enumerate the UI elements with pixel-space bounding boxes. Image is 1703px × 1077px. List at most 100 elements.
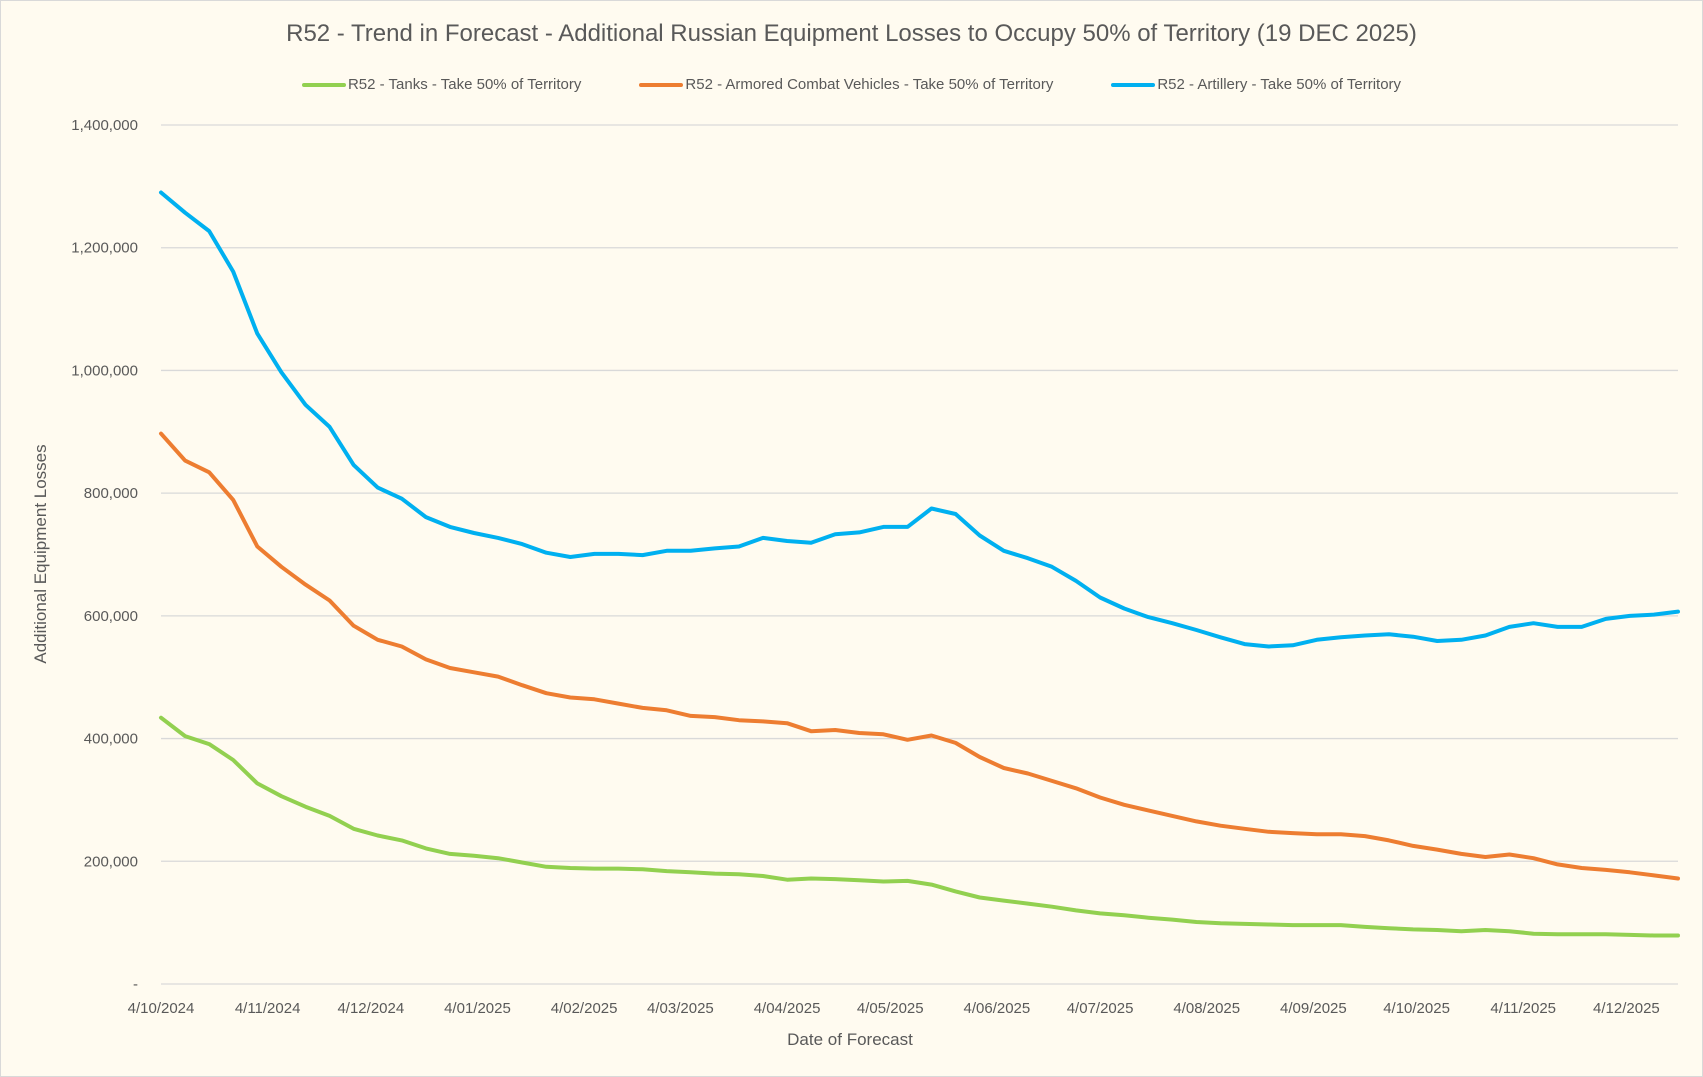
data-point bbox=[1220, 923, 1221, 924]
x-axis-title: Date of Forecast bbox=[787, 1030, 913, 1049]
data-point bbox=[1437, 849, 1438, 850]
x-tick-label: 4/02/2025 bbox=[551, 1000, 618, 1017]
acv-line bbox=[159, 431, 1680, 881]
data-point bbox=[1678, 611, 1679, 612]
data-point bbox=[1605, 934, 1606, 935]
data-point bbox=[498, 676, 499, 677]
data-point bbox=[257, 546, 258, 547]
data-point bbox=[161, 433, 162, 434]
data-point bbox=[1316, 925, 1317, 926]
data-point bbox=[1581, 868, 1582, 869]
legend-label-artillery: R52 - Artillery - Take 50% of Territory bbox=[1157, 76, 1402, 93]
data-point bbox=[377, 835, 378, 836]
data-point bbox=[931, 508, 932, 509]
data-point bbox=[161, 717, 162, 718]
data-point bbox=[762, 721, 763, 722]
data-point bbox=[1100, 913, 1101, 914]
data-point bbox=[762, 537, 763, 538]
data-point bbox=[1003, 900, 1004, 901]
data-point bbox=[281, 372, 282, 373]
x-tick-label: 4/12/2024 bbox=[337, 1000, 404, 1017]
data-point bbox=[1653, 875, 1654, 876]
data-point bbox=[1124, 915, 1125, 916]
acv-line-path bbox=[159, 431, 1680, 881]
data-point bbox=[353, 828, 354, 829]
data-point bbox=[883, 734, 884, 735]
data-point bbox=[1533, 933, 1534, 934]
data-point bbox=[1629, 934, 1630, 935]
artillery-line-path bbox=[159, 190, 1680, 649]
data-point bbox=[546, 552, 547, 553]
data-point bbox=[1268, 646, 1269, 647]
data-point bbox=[738, 720, 739, 721]
data-point bbox=[1678, 935, 1679, 936]
data-point bbox=[1653, 935, 1654, 936]
data-point bbox=[1557, 626, 1558, 627]
data-point bbox=[811, 542, 812, 543]
data-point bbox=[1196, 629, 1197, 630]
y-tick-label: 600,000 bbox=[84, 608, 138, 625]
legend-item-tanks: R52 - Tanks - Take 50% of Territory bbox=[301, 76, 581, 93]
data-point bbox=[811, 731, 812, 732]
data-point bbox=[474, 855, 475, 856]
data-point bbox=[305, 806, 306, 807]
y-tick-label: - bbox=[133, 976, 138, 993]
data-point bbox=[883, 526, 884, 527]
x-tick-label: 4/03/2025 bbox=[647, 1000, 714, 1017]
data-point bbox=[787, 723, 788, 724]
data-point bbox=[1437, 930, 1438, 931]
data-point bbox=[1220, 825, 1221, 826]
data-point bbox=[835, 534, 836, 535]
data-point bbox=[209, 472, 210, 473]
data-point bbox=[1461, 853, 1462, 854]
x-tick-label: 4/07/2025 bbox=[1067, 1000, 1134, 1017]
data-point bbox=[762, 876, 763, 877]
data-point bbox=[474, 672, 475, 673]
data-point bbox=[1100, 597, 1101, 598]
data-point bbox=[570, 697, 571, 698]
data-point bbox=[1340, 637, 1341, 638]
data-point bbox=[1605, 869, 1606, 870]
data-point bbox=[931, 884, 932, 885]
data-point bbox=[690, 550, 691, 551]
data-point bbox=[1244, 923, 1245, 924]
data-point bbox=[1124, 804, 1125, 805]
legend-swatch-artillery bbox=[1111, 82, 1156, 87]
data-point bbox=[1172, 623, 1173, 624]
data-point bbox=[883, 881, 884, 882]
legend-item-acv: R52 - Armored Combat Vehicles - Take 50%… bbox=[639, 76, 1053, 93]
legend-swatch-acv bbox=[639, 82, 684, 87]
data-point bbox=[1389, 840, 1390, 841]
data-point bbox=[955, 891, 956, 892]
data-point bbox=[955, 514, 956, 515]
legend-swatch-tanks bbox=[301, 82, 346, 87]
data-point bbox=[1605, 618, 1606, 619]
data-point bbox=[618, 553, 619, 554]
data-point bbox=[546, 693, 547, 694]
data-point bbox=[1389, 928, 1390, 929]
data-point bbox=[1196, 922, 1197, 923]
data-point bbox=[353, 625, 354, 626]
data-point bbox=[594, 868, 595, 869]
data-point bbox=[449, 668, 450, 669]
data-point bbox=[714, 717, 715, 718]
legend-label-acv: R52 - Armored Combat Vehicles - Take 50%… bbox=[685, 76, 1054, 93]
data-point bbox=[1027, 903, 1028, 904]
data-point bbox=[907, 526, 908, 527]
data-point bbox=[329, 815, 330, 816]
data-point bbox=[1244, 644, 1245, 645]
data-point bbox=[449, 526, 450, 527]
data-point bbox=[1581, 934, 1582, 935]
data-point bbox=[329, 426, 330, 427]
data-point bbox=[907, 880, 908, 881]
data-point bbox=[1244, 828, 1245, 829]
x-tick-label: 4/04/2025 bbox=[754, 1000, 821, 1017]
chart-title: R52 - Trend in Forecast - Additional Rus… bbox=[286, 20, 1417, 47]
data-point bbox=[594, 699, 595, 700]
data-point bbox=[209, 231, 210, 232]
data-point bbox=[859, 733, 860, 734]
data-point bbox=[161, 192, 162, 193]
x-tick-label: 4/08/2025 bbox=[1173, 1000, 1240, 1017]
data-point bbox=[425, 848, 426, 849]
data-point bbox=[1389, 634, 1390, 635]
